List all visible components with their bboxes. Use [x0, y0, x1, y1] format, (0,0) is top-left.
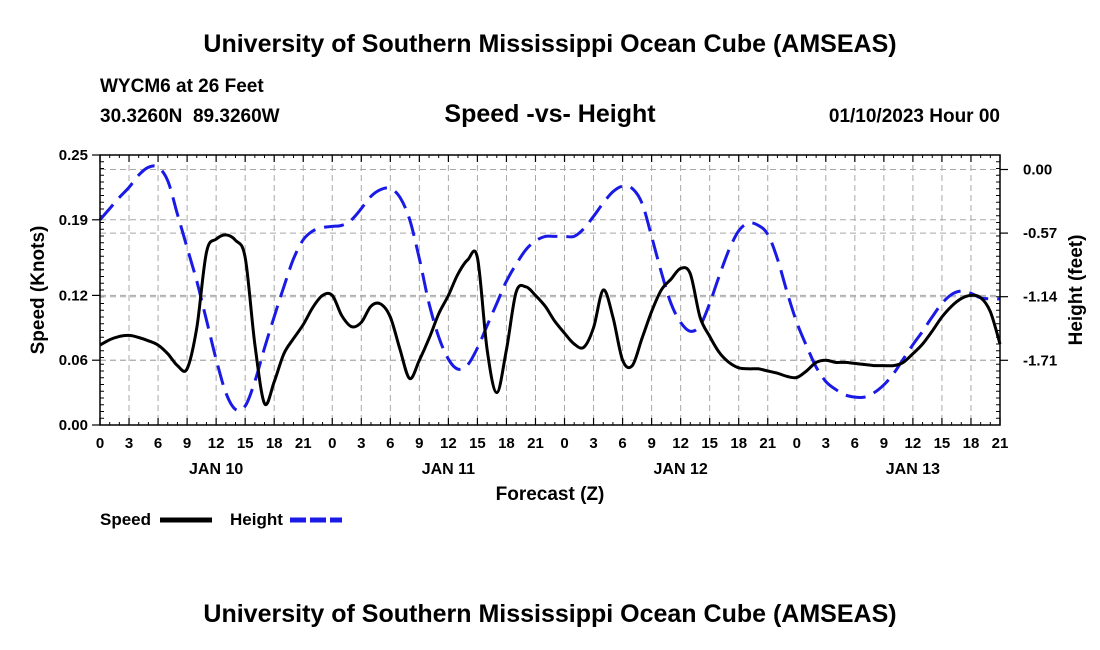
x-tick-label: 21	[992, 435, 1009, 452]
x-tick-label: 18	[730, 435, 747, 452]
x-tick-label: 12	[440, 435, 457, 452]
y-tick-label: 0.06	[59, 352, 88, 369]
x-tick-label: 9	[183, 435, 191, 452]
legend-label-speed: Speed	[100, 510, 151, 529]
y2-tick-label: 0.00	[1023, 162, 1052, 179]
y2-axis-label: Height (feet)	[1066, 235, 1087, 346]
x-tick-label: 6	[154, 435, 162, 452]
chart-subtitle: Speed -vs- Height	[444, 100, 656, 128]
y-tick-label: 0.19	[59, 212, 88, 229]
y2-tick-label: -0.57	[1023, 225, 1057, 242]
x-tick-label: 18	[498, 435, 515, 452]
series-line-speed	[99, 233, 1002, 407]
y2-tick-label: -1.14	[1023, 289, 1058, 306]
x-tick-label: 15	[469, 435, 486, 452]
y-tick-label: 0.12	[59, 287, 88, 304]
y2-tick-label: -1.71	[1023, 352, 1057, 369]
plot-frame	[99, 154, 1001, 426]
forecast-run-time: 01/10/2023 Hour 00	[828, 106, 1000, 127]
x-tick-label: 6	[851, 435, 859, 452]
x-tick-label: 0	[96, 435, 104, 452]
y-axis-label: Speed (Knots)	[28, 226, 49, 355]
x-tick-label: 21	[759, 435, 776, 452]
date-label: JAN 13	[886, 461, 940, 478]
x-tick-label: 6	[618, 435, 626, 452]
x-tick-label: 0	[328, 435, 336, 452]
footer-title: University of Southern Mississippi Ocean…	[203, 600, 897, 628]
series-line-height	[98, 164, 1001, 413]
x-tick-label: 15	[701, 435, 718, 452]
x-tick-label: 3	[589, 435, 597, 452]
legend-label-height: Height	[230, 510, 283, 529]
date-label: JAN 11	[422, 461, 475, 478]
x-tick-label: 3	[125, 435, 133, 452]
date-label: JAN 12	[654, 461, 708, 478]
x-tick-label: 12	[905, 435, 922, 452]
x-tick-label: 0	[560, 435, 568, 452]
x-tick-label: 18	[266, 435, 283, 452]
x-tick-label: 21	[295, 435, 312, 452]
x-tick-label: 12	[672, 435, 689, 452]
y-tick-label: 0.25	[59, 147, 88, 164]
chart-title: University of Southern Mississippi Ocean…	[203, 30, 897, 58]
x-tick-label: 15	[237, 435, 254, 452]
x-tick-label: 6	[386, 435, 394, 452]
x-tick-label: 9	[880, 435, 888, 452]
date-label: JAN 10	[189, 461, 243, 478]
x-tick-label: 3	[822, 435, 830, 452]
x-tick-label: 3	[357, 435, 365, 452]
y-tick-label: 0.00	[59, 417, 88, 434]
x-axis-label: Forecast (Z)	[496, 484, 605, 505]
station-coordinates: 30.3260N 89.3260W	[100, 106, 280, 127]
x-tick-label: 0	[793, 435, 801, 452]
x-tick-label: 12	[208, 435, 225, 452]
x-tick-label: 9	[415, 435, 423, 452]
x-tick-label: 18	[963, 435, 980, 452]
station-label: WYCM6 at 26 Feet	[100, 76, 264, 97]
x-tick-label: 21	[527, 435, 544, 452]
x-tick-label: 9	[647, 435, 655, 452]
x-tick-label: 15	[934, 435, 951, 452]
